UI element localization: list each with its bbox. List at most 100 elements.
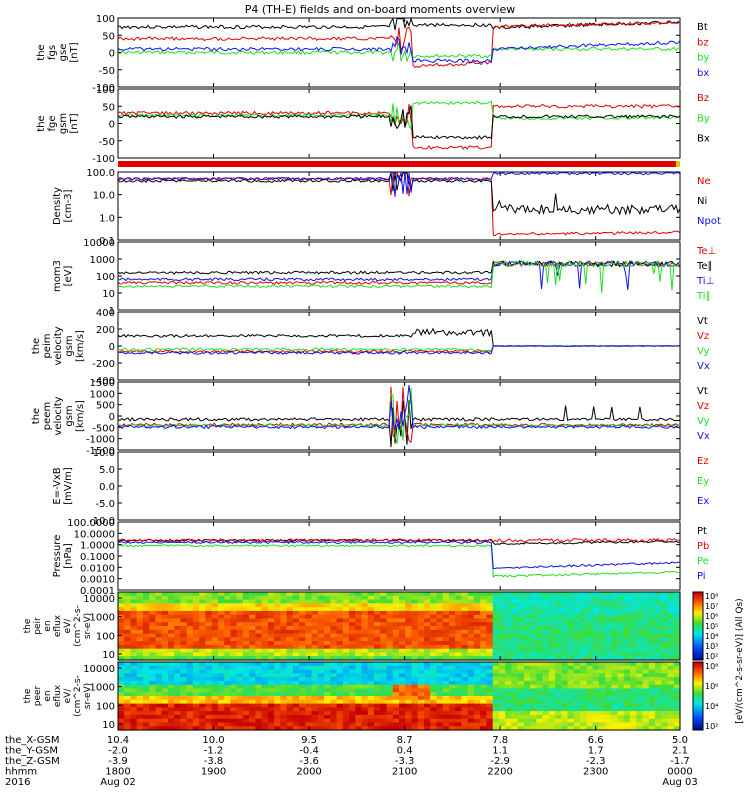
colorbar-segment: [693, 713, 703, 716]
heatmap-cell: [442, 696, 450, 701]
heatmap-cell: [611, 707, 619, 712]
heatmap-cell: [205, 599, 213, 604]
y-axis-label: gse: [58, 44, 69, 62]
heatmap-cell: [505, 696, 512, 701]
heatmap-cell: [149, 656, 156, 661]
heatmap-cell: [548, 626, 556, 631]
heatmap-cell: [305, 652, 313, 657]
heatmap-cell: [118, 641, 125, 646]
heatmap-cell: [399, 656, 406, 661]
heatmap-cell: [511, 673, 519, 678]
heatmap-cell: [417, 592, 425, 597]
heatmap-cell: [311, 707, 319, 712]
heatmap-cell: [511, 622, 519, 627]
heatmap-cell: [230, 677, 238, 682]
heatmap-cell: [180, 607, 188, 612]
heatmap-cell: [267, 603, 275, 608]
heatmap-cell: [473, 607, 481, 612]
heatmap-cell: [367, 622, 375, 627]
heatmap-cell: [430, 637, 437, 642]
heatmap-cell: [267, 599, 275, 604]
heatmap-cell: [361, 633, 369, 638]
y-axis-label: peem: [42, 402, 53, 430]
heatmap-cell: [355, 595, 363, 601]
heatmap-cell: [505, 592, 512, 597]
heatmap-cell: [424, 673, 431, 678]
heatmap-cell: [124, 614, 131, 620]
heatmap-cell: [168, 714, 175, 720]
heatmap-cell: [199, 648, 206, 654]
heatmap-cell: [498, 592, 506, 597]
heatmap-cell: [199, 603, 206, 608]
heatmap-cell: [161, 673, 169, 678]
legend-Pi: Pi: [697, 571, 706, 582]
heatmap-cell: [186, 692, 194, 697]
heatmap-cell: [555, 711, 562, 716]
colorbar-segment: [693, 668, 703, 671]
heatmap-cell: [311, 680, 319, 686]
heatmap-cell: [642, 626, 650, 631]
heatmap-cell: [236, 629, 244, 635]
heatmap-cell: [136, 610, 144, 616]
heatmap-cell: [386, 699, 394, 705]
heatmap-cell: [442, 648, 450, 654]
heatmap-cell: [430, 641, 437, 646]
heatmap-cell: [286, 711, 294, 716]
heatmap-cell: [561, 644, 569, 650]
heatmap-cell: [467, 711, 475, 716]
heatmap-cell: [267, 688, 275, 693]
heatmap-cell: [186, 726, 194, 731]
heatmap-cell: [648, 696, 656, 701]
y-tick-label: 1000: [90, 389, 115, 400]
heatmap-cell: [130, 726, 138, 731]
heatmap-cell: [349, 599, 356, 604]
heatmap-cell: [592, 614, 600, 620]
heatmap-cell: [217, 711, 225, 716]
heatmap-cell: [630, 622, 637, 627]
heatmap-cell: [580, 656, 587, 661]
heatmap-cell: [249, 599, 256, 604]
heatmap-cell: [386, 641, 394, 646]
heatmap-cell: [542, 662, 550, 667]
x-tick-label: -0.4: [299, 746, 319, 757]
heatmap-cell: [573, 614, 581, 620]
heatmap-cell: [617, 641, 625, 646]
heatmap-cell: [155, 603, 163, 608]
heatmap-cell: [274, 652, 281, 657]
heatmap-cell: [667, 599, 675, 604]
colorbar-segment: [693, 707, 703, 711]
x-tick-label: 2000: [296, 767, 321, 778]
heatmap-cell: [442, 699, 450, 705]
heatmap-cell: [261, 629, 269, 635]
y-axis-label: eV/: [63, 618, 73, 634]
heatmap-cell: [336, 629, 344, 635]
heatmap-cell: [536, 680, 544, 686]
heatmap-cell: [186, 680, 194, 686]
heatmap-cell: [480, 633, 487, 638]
heatmap-cell: [442, 644, 450, 650]
heatmap-cell: [498, 684, 506, 690]
heatmap-cell: [330, 629, 338, 635]
heatmap-cell: [330, 688, 338, 693]
heatmap-cell: [299, 648, 306, 654]
heatmap-cell: [642, 680, 650, 686]
heatmap-cell: [280, 711, 288, 716]
heatmap-cell: [311, 703, 319, 708]
heatmap-cell: [168, 637, 175, 642]
heatmap-cell: [555, 641, 562, 646]
heatmap-cell: [367, 684, 375, 690]
heatmap-cell: [361, 688, 369, 693]
heatmap-cell: [367, 603, 375, 608]
heatmap-cell: [592, 626, 600, 631]
heatmap-cell: [623, 648, 631, 654]
heatmap-cell: [480, 656, 487, 661]
heatmap-cell: [555, 648, 562, 654]
heatmap-cell: [399, 595, 406, 601]
heatmap-cell: [130, 641, 138, 646]
heatmap-cell: [255, 629, 263, 635]
heatmap-cell: [261, 699, 269, 705]
heatmap-cell: [311, 696, 319, 701]
heatmap-cell: [511, 599, 519, 604]
heatmap-cell: [661, 626, 669, 631]
heatmap-cell: [292, 707, 300, 712]
